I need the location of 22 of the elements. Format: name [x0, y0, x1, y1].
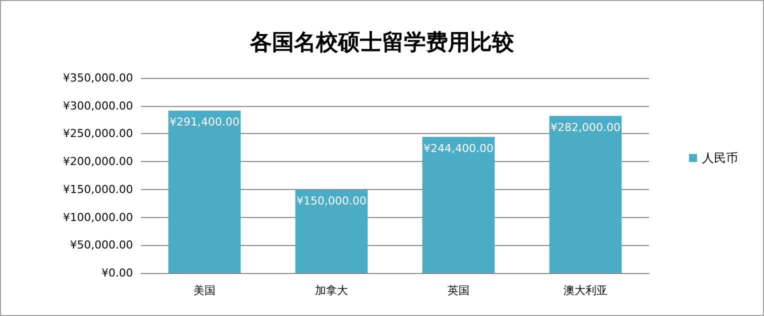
data-label: ¥282,000.00 — [550, 120, 620, 134]
x-tick-label: 英国 — [448, 284, 470, 297]
y-tick-label: ¥0.00 — [102, 266, 133, 280]
data-label: ¥150,000.00 — [296, 194, 366, 208]
y-tick-label: ¥200,000.00 — [63, 155, 133, 168]
x-tick-label: 澳大利亚 — [564, 284, 608, 297]
legend-label: 人民币 — [702, 151, 738, 165]
y-tick-label: ¥300,000.00 — [63, 99, 133, 112]
chart-title: 各国名校硕士留学费用比较 — [249, 30, 515, 56]
data-label: ¥291,400.00 — [170, 116, 240, 129]
data-label: ¥244,400.00 — [424, 142, 494, 155]
y-tick-label: ¥50,000.00 — [70, 238, 133, 252]
bar — [168, 110, 241, 273]
bar — [422, 136, 495, 273]
x-tick-label: 美国 — [194, 284, 216, 297]
y-tick-label: ¥100,000.00 — [63, 210, 133, 224]
y-tick-label: ¥150,000.00 — [63, 182, 133, 196]
y-tick-label: ¥350,000.00 — [63, 72, 133, 84]
y-tick-label: ¥250,000.00 — [63, 127, 133, 140]
bar — [295, 189, 368, 273]
bar — [549, 116, 622, 273]
x-tick-label: 加拿大 — [315, 284, 348, 297]
